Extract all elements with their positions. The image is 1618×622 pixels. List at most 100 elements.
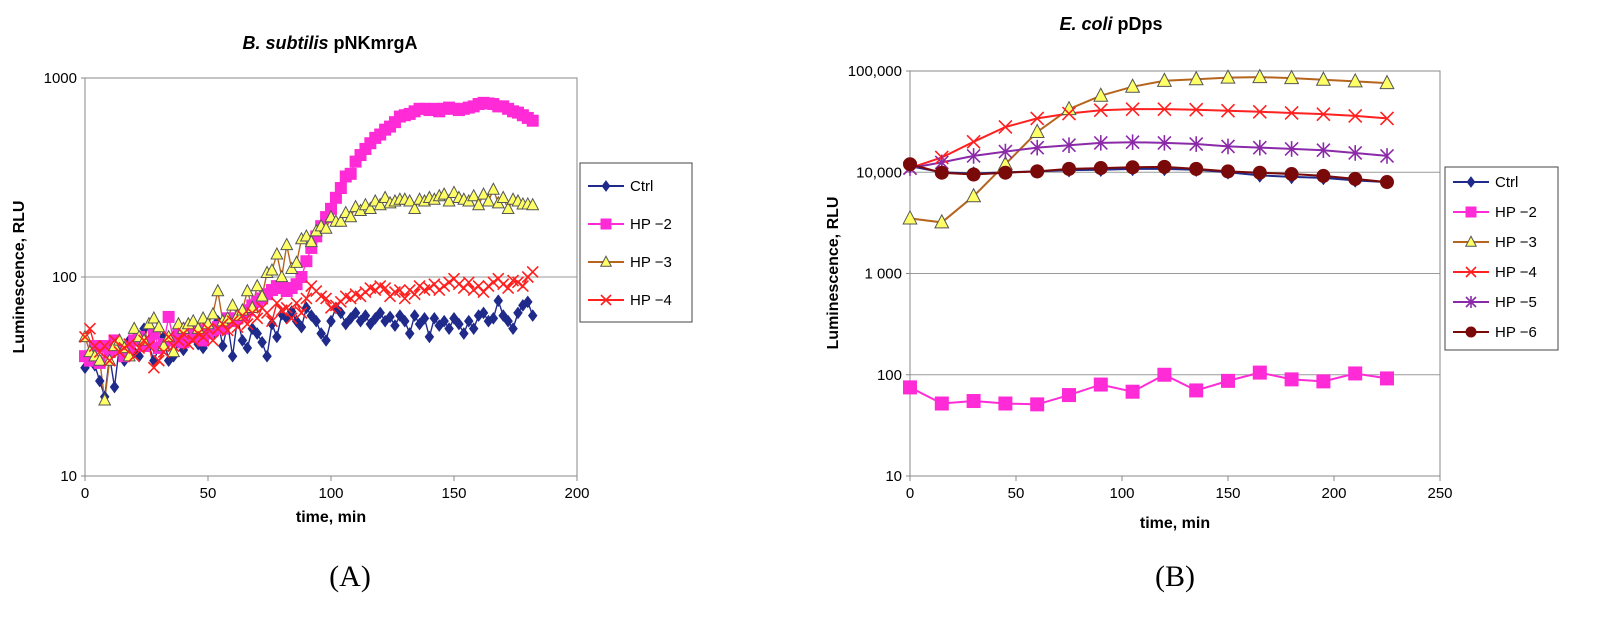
chart-b-point-hp5 — [966, 148, 981, 164]
chart-b-point-hp5 — [1348, 145, 1363, 161]
chart-a-point-ctrl — [272, 330, 282, 344]
chart-a-point-hp4 — [379, 281, 392, 295]
chart-a-legend-label-ctrl: Ctrl — [630, 178, 653, 195]
chart-a-point-ctrl — [227, 349, 238, 363]
chart-a-point-ctrl — [267, 317, 277, 331]
chart-a-point-hp3 — [471, 197, 486, 211]
chart-b-y-tick-label: 100 — [877, 367, 902, 384]
chart-a-point-hp3 — [467, 188, 481, 202]
chart-b-point-hp3 — [1156, 72, 1173, 87]
chart-a-y-tick-label: 10 — [60, 468, 77, 485]
chart-a-point-ctrl — [385, 310, 395, 324]
chart-a-point-hp3 — [481, 193, 496, 207]
chart-b-point-hp5 — [1252, 139, 1267, 156]
chart-a-point-ctrl — [429, 311, 440, 325]
chart-b-point-hp2 — [1221, 373, 1235, 388]
chart-b-point-hp6 — [998, 165, 1013, 180]
chart-a-legend-marker-ctrl — [601, 180, 611, 192]
chart-a-point-hp4 — [408, 288, 421, 301]
chart-a-point-hp3 — [147, 310, 161, 324]
chart-a-point-hp4 — [83, 322, 96, 335]
chart-b-point-hp5 — [998, 143, 1013, 160]
chart-a-point-hp4 — [201, 322, 215, 335]
chart-b-point-hp2 — [1062, 388, 1076, 403]
chart-b-legend-label-hp6: HP −6 — [1495, 324, 1537, 341]
chart-b-point-hp3 — [1379, 74, 1395, 90]
chart-b-point-hp2 — [1252, 365, 1267, 380]
chart-b-point-hp2 — [1093, 377, 1108, 392]
chart-a-point-ctrl — [306, 309, 317, 322]
chart-b-point-hp4 — [1348, 108, 1363, 123]
chart-a-point-ctrl — [449, 311, 459, 325]
chart-b-legend-marker-hp4 — [1465, 266, 1477, 278]
chart-b-point-hp6 — [1157, 159, 1172, 174]
chart-b-point-hp4 — [1125, 102, 1140, 117]
chart-a-point-hp4 — [128, 350, 141, 363]
chart-a-x-axis-title: time, min — [296, 509, 366, 526]
chart-b-point-hp5 — [1220, 138, 1236, 155]
chart-b-point-hp6 — [1189, 161, 1204, 176]
chart-b-point-hp5 — [1379, 148, 1395, 164]
chart-a-legend-marker-hp4 — [600, 294, 612, 306]
chart-a-point-hp3 — [442, 193, 456, 207]
chart-a-point-hp4 — [482, 280, 495, 293]
chart-a-point-hp2 — [295, 271, 308, 283]
chart-b-legend-label-hp4: HP −4 — [1495, 264, 1537, 281]
chart-b-x-tick-label: 100 — [1109, 485, 1134, 502]
chart-a-title: B. subtilis pNKmrgA — [242, 33, 417, 53]
chart-b-point-hp5 — [1093, 135, 1108, 151]
chart-b-point-hp4 — [1061, 106, 1077, 121]
chart-a-point-hp3 — [206, 306, 220, 320]
chart-a-point-hp3 — [280, 237, 294, 251]
chart-b-point-hp2 — [1157, 367, 1172, 382]
chart-a-legend-marker-hp3 — [599, 255, 613, 267]
chart-a-point-hp2 — [300, 255, 313, 268]
chart-b-point-hp5 — [1030, 139, 1045, 156]
chart-a-point-hp3 — [344, 209, 358, 223]
chart-a-x-tick-label: 100 — [318, 485, 343, 502]
chart-a-point-hp3 — [334, 214, 348, 227]
chart-a-point-hp4 — [152, 354, 165, 367]
chart-a-point-hp3 — [166, 344, 181, 358]
chart-b-point-hp4 — [1252, 104, 1267, 119]
chart-b-point-hp4 — [1189, 102, 1204, 117]
chart-a-point-ctrl — [459, 327, 469, 340]
chart-b-point-hp6 — [1030, 164, 1045, 179]
chart-a-point-hp4 — [236, 309, 249, 322]
chart-a-point-hp3 — [93, 353, 107, 366]
chart-b-point-hp2 — [903, 380, 917, 395]
chart-b-point-hp6 — [903, 157, 917, 172]
chart-a-point-ctrl — [341, 317, 351, 331]
chart-b-series-line-hp4 — [909, 108, 1388, 170]
chart-b-x-axis-title: time, min — [1140, 515, 1210, 532]
chart-b-point-hp3 — [1093, 87, 1109, 102]
chart-a-y-axis-title: Luminescence, RLU — [11, 201, 28, 354]
chart-a-point-ctrl — [488, 311, 499, 325]
chart-a-point-hp4 — [265, 315, 279, 328]
chart-a-point-ctrl — [468, 322, 479, 336]
chart-a-point-hp4 — [142, 339, 156, 353]
chart-b-point-hp6 — [1316, 168, 1331, 183]
chart-b-point-hp6 — [1252, 165, 1267, 180]
chart-b-point-hp2 — [1380, 371, 1394, 386]
chart-a-legend-label-hp2: HP −2 — [630, 216, 672, 233]
chart-a-point-ctrl — [414, 317, 425, 331]
chart-a-point-ctrl — [409, 309, 420, 322]
chart-b-point-hp5 — [1316, 142, 1331, 159]
chart-a-point-hp3 — [403, 193, 417, 207]
chart-a-point-ctrl — [400, 314, 410, 328]
chart-b-legend-marker-hp6 — [1465, 326, 1477, 338]
chart-a-point-hp4 — [393, 283, 406, 297]
chart-b-point-hp4 — [1030, 111, 1045, 126]
chart-b-point-hp4 — [1220, 103, 1236, 118]
chart-a-point-ctrl — [370, 311, 381, 325]
chart-a-point-ctrl — [336, 306, 346, 320]
chart-b-point-hp4 — [1157, 102, 1172, 117]
chart-a-point-hp3 — [319, 221, 333, 234]
chart-a-legend-label-hp4: HP −4 — [630, 292, 672, 309]
chart-b-point-hp4 — [998, 119, 1013, 135]
chart-b-legend-marker-hp2 — [1465, 206, 1477, 218]
chart-a-point-hp3 — [250, 278, 264, 292]
chart-a-point-hp4 — [241, 318, 254, 331]
chart-a-point-ctrl — [252, 327, 262, 340]
